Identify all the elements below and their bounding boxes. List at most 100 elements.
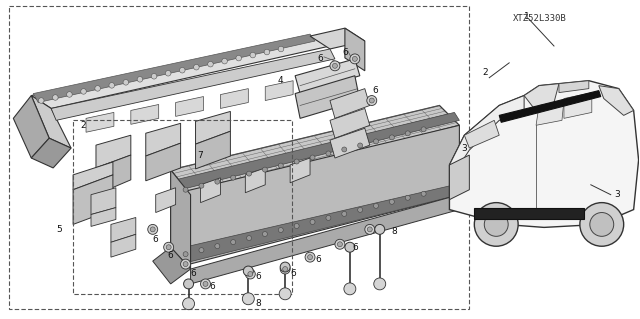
Circle shape xyxy=(326,215,331,220)
Text: 6: 6 xyxy=(291,270,296,278)
Bar xyxy=(10,6,469,309)
Polygon shape xyxy=(559,81,589,93)
Circle shape xyxy=(278,163,284,168)
Circle shape xyxy=(278,46,284,52)
Circle shape xyxy=(200,279,211,289)
Circle shape xyxy=(310,155,315,160)
Circle shape xyxy=(405,195,410,200)
Circle shape xyxy=(365,225,375,234)
Circle shape xyxy=(374,278,386,290)
Circle shape xyxy=(326,151,331,156)
Text: 3: 3 xyxy=(614,190,620,199)
Text: 8: 8 xyxy=(255,299,261,308)
Circle shape xyxy=(374,139,378,144)
Text: 4: 4 xyxy=(277,76,283,85)
Polygon shape xyxy=(474,208,584,219)
Circle shape xyxy=(38,98,44,103)
Text: 6: 6 xyxy=(315,255,321,263)
Circle shape xyxy=(243,293,254,305)
Circle shape xyxy=(248,271,253,277)
Text: 6: 6 xyxy=(153,235,159,244)
Polygon shape xyxy=(536,100,564,125)
Polygon shape xyxy=(499,91,601,122)
Circle shape xyxy=(164,242,173,252)
Circle shape xyxy=(332,63,337,68)
Circle shape xyxy=(294,159,299,164)
Circle shape xyxy=(484,212,508,236)
Circle shape xyxy=(342,147,347,152)
Circle shape xyxy=(421,127,426,132)
Text: 6: 6 xyxy=(168,251,173,260)
Circle shape xyxy=(308,255,312,260)
Polygon shape xyxy=(449,81,639,227)
Circle shape xyxy=(278,227,284,233)
Text: 1: 1 xyxy=(524,12,530,21)
Polygon shape xyxy=(91,188,116,214)
Polygon shape xyxy=(175,97,204,116)
Bar xyxy=(73,120,292,294)
Polygon shape xyxy=(599,85,634,115)
Circle shape xyxy=(183,262,188,267)
Polygon shape xyxy=(295,59,360,93)
Circle shape xyxy=(421,191,426,196)
Circle shape xyxy=(193,64,199,70)
Polygon shape xyxy=(245,168,265,193)
Circle shape xyxy=(405,131,410,136)
Circle shape xyxy=(182,298,195,310)
Circle shape xyxy=(215,179,220,184)
Circle shape xyxy=(245,269,255,279)
Circle shape xyxy=(180,259,191,269)
Text: 6: 6 xyxy=(255,272,261,281)
Circle shape xyxy=(580,203,623,246)
Circle shape xyxy=(262,167,268,172)
Circle shape xyxy=(183,252,188,257)
Circle shape xyxy=(350,54,360,64)
Text: 8: 8 xyxy=(392,227,397,236)
Circle shape xyxy=(335,239,345,249)
Circle shape xyxy=(95,85,100,91)
Circle shape xyxy=(246,236,252,241)
Polygon shape xyxy=(96,155,131,195)
Polygon shape xyxy=(73,175,113,225)
Circle shape xyxy=(208,61,213,67)
Circle shape xyxy=(250,52,255,58)
Circle shape xyxy=(474,203,518,246)
Circle shape xyxy=(389,199,394,204)
Circle shape xyxy=(222,58,227,64)
Circle shape xyxy=(375,225,385,234)
Text: 6: 6 xyxy=(342,48,348,57)
Polygon shape xyxy=(51,49,335,120)
Polygon shape xyxy=(146,143,180,181)
Circle shape xyxy=(358,143,363,148)
Circle shape xyxy=(344,283,356,295)
Polygon shape xyxy=(131,105,159,124)
Circle shape xyxy=(353,56,357,61)
Polygon shape xyxy=(111,234,136,257)
Polygon shape xyxy=(524,84,559,108)
Polygon shape xyxy=(13,96,49,158)
Text: XTZ52L330B: XTZ52L330B xyxy=(513,14,566,23)
Circle shape xyxy=(137,77,143,82)
Polygon shape xyxy=(31,36,330,108)
Polygon shape xyxy=(171,170,191,269)
Circle shape xyxy=(151,73,157,79)
Text: 3: 3 xyxy=(461,144,467,152)
Polygon shape xyxy=(86,112,114,132)
Polygon shape xyxy=(196,111,230,144)
Circle shape xyxy=(109,83,115,88)
Circle shape xyxy=(294,224,299,228)
Polygon shape xyxy=(175,185,460,264)
Polygon shape xyxy=(91,208,116,226)
Polygon shape xyxy=(310,28,365,49)
Circle shape xyxy=(184,279,193,289)
Circle shape xyxy=(590,212,614,236)
Polygon shape xyxy=(111,218,136,242)
Circle shape xyxy=(67,92,72,97)
Polygon shape xyxy=(31,138,71,168)
Circle shape xyxy=(337,242,342,247)
Polygon shape xyxy=(33,34,315,102)
Circle shape xyxy=(230,240,236,245)
Circle shape xyxy=(262,232,268,236)
Circle shape xyxy=(123,79,129,85)
Circle shape xyxy=(367,96,377,106)
